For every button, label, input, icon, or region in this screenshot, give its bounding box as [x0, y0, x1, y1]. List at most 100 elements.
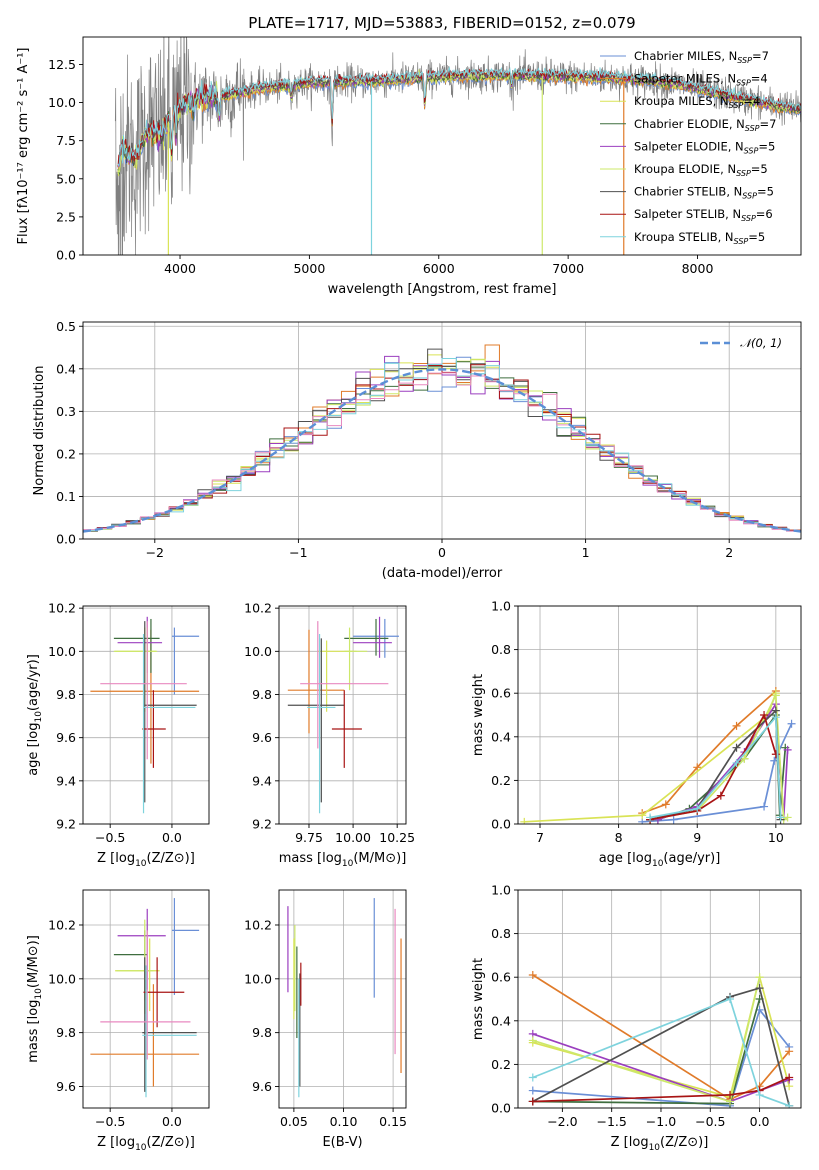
- y-axis-label: mass weight: [471, 674, 486, 756]
- y-tick-label: 0.8: [491, 642, 511, 657]
- mass-weight-marker: [785, 1073, 794, 1082]
- y-tick-label: 0.1: [56, 489, 76, 504]
- x-tick-label: −0.5: [95, 830, 125, 845]
- x-tick-label: 0.15: [379, 1114, 407, 1129]
- y-tick-label: 9.2: [252, 817, 272, 832]
- x-tick-label: −1.0: [646, 1114, 676, 1129]
- axes-frame: [278, 889, 407, 1109]
- spectrum-legend: Chabrier MILES, NSSP=7 Salpeter MILES, NS…: [600, 49, 776, 246]
- mass-weight-marker: [726, 995, 735, 1003]
- y-tick-label: 0.4: [56, 361, 76, 376]
- y-tick-label: 9.8: [56, 687, 76, 702]
- y-tick-label: 10.2: [244, 917, 272, 932]
- mass-weight-marker: [755, 984, 764, 993]
- mass-weight-marker: [528, 1036, 537, 1045]
- x-tick-label: 0.05: [280, 1114, 308, 1129]
- mass-weight-marker: [520, 817, 529, 824]
- legend-label: Salpeter ELODIE, NSSP=5: [634, 139, 775, 155]
- residuals-plot: [83, 344, 801, 533]
- x-axis-label: Z [log10(Z/Z⊙)]: [97, 851, 195, 869]
- mass-weight-marker: [760, 711, 769, 719]
- mass-weight-marker: [787, 719, 796, 728]
- x-axis-label: wavelength [Angstrom, rest frame]: [328, 282, 557, 297]
- mass-weight-line: [532, 1033, 790, 1103]
- mass-weight-marker: [528, 1073, 537, 1082]
- y-tick-label: 9.8: [56, 1025, 76, 1040]
- y-axis-label: Normed distribution: [32, 366, 47, 496]
- y-tick-label: 10.2: [48, 917, 76, 932]
- mass-weight-marker: [740, 754, 749, 763]
- y-tick-label: 0.2: [491, 1057, 511, 1072]
- y-tick-label: 9.4: [56, 773, 76, 788]
- mass-weight-marker: [726, 1090, 735, 1099]
- spectrum-plot: [114, 37, 801, 255]
- y-tick-label: 10.0: [48, 95, 76, 110]
- mass-weight-marker: [732, 758, 741, 767]
- legend-label: Kroupa ELODIE, NSSP=5: [634, 162, 768, 178]
- y-tick-label: 0.4: [491, 729, 511, 744]
- legend-label: Kroupa MILES, NSSP=4: [634, 94, 760, 110]
- y-tick-label: 9.6: [56, 1079, 76, 1094]
- y-tick-label: 0.0: [56, 248, 76, 263]
- mass_vs_ebv-axes: [279, 890, 406, 1108]
- legend-label: 𝒩(0, 1): [740, 336, 782, 350]
- x-tick-label: −0.5: [695, 1114, 725, 1129]
- residuals-frame: −2 −1 0 1 2 0.0 0.1 0.2 0.3 0.4 0.5 (data-model)/er…: [32, 319, 802, 581]
- x-axis-label: Z [log10(Z/Z⊙)]: [97, 1135, 195, 1153]
- y-axis-label: mass weight: [471, 958, 486, 1040]
- mass-weight-marker: [693, 804, 702, 813]
- mass-weight-marker: [693, 763, 702, 772]
- y-tick-label: 0.6: [491, 686, 511, 701]
- y-tick-label: 0.6: [491, 970, 511, 985]
- mass-weight-marker: [669, 815, 678, 824]
- y-tick-label: 0.2: [56, 446, 76, 461]
- mass-weight-marker: [785, 1047, 794, 1056]
- age_vs_mass-plot: [287, 616, 399, 814]
- y-tick-label: 10.0: [48, 644, 76, 659]
- y-axis-label: Flux [fλ10⁻¹⁷ erg cm⁻² s⁻¹ A⁻¹]: [16, 48, 31, 245]
- y-tick-label: 12.5: [48, 57, 76, 72]
- mass-weight-marker: [771, 691, 780, 700]
- x-tick-label: 1: [582, 545, 590, 560]
- x-axis-label: age [log10(age/yr)]: [599, 851, 721, 869]
- y-tick-label: 1.0: [491, 883, 511, 898]
- mass-weight-marker: [646, 813, 655, 822]
- x-tick-label: −2: [146, 545, 164, 560]
- y-tick-label: 9.2: [56, 817, 76, 832]
- x-tick-label: 0.0: [162, 830, 182, 845]
- y-tick-label: 0.8: [491, 926, 511, 941]
- legend-label: Chabrier ELODIE, NSSP=7: [634, 117, 776, 133]
- mass-weight-marker: [785, 1101, 794, 1108]
- mass_vs_ebv-frame: 0.05 0.10 0.15 9.6 9.8 10.0 10.2 E(B-V): [244, 889, 407, 1150]
- y-tick-label: 10.0: [244, 644, 272, 659]
- x-tick-label: −0.5: [95, 1114, 125, 1129]
- x-tick-label: 5000: [293, 261, 325, 276]
- y-tick-label: 1.0: [491, 599, 511, 614]
- y-tick-label: 0.0: [491, 1101, 511, 1116]
- y-tick-label: 10.0: [244, 971, 272, 986]
- x-tick-label: 7000: [552, 261, 584, 276]
- mass-weight-marker: [755, 973, 764, 982]
- age_vs_mass-frame: 9.75 10.00 10.25 9.2 9.4 9.6 9.8 10.0 10.2 mass […: [244, 601, 415, 869]
- age_vs_Z-frame: −0.5 0.0 9.2 9.4 9.6 9.8 10.0 10.2 Z [log10(Z/Z⊙…: [26, 601, 210, 869]
- y-tick-label: 10.2: [48, 601, 76, 616]
- mass-weight-line: [532, 1076, 790, 1103]
- model-spectrum: [117, 65, 801, 168]
- y-axis-label: mass [log10(M/M⊙)]: [26, 935, 44, 1063]
- mass-weight-marker: [732, 743, 741, 752]
- legend-label: Salpeter MILES, NSSP=4: [634, 72, 768, 88]
- legend-label: Chabrier STELIB, NSSP=5: [634, 185, 774, 201]
- x-tick-label: 9: [693, 830, 701, 845]
- x-axis-label: E(B-V): [322, 1135, 362, 1150]
- mass_weight_vs_age-frame: 7 8 9 10 0.0 0.2 0.4 0.6 0.8 1.0 age [log10(age/yr…: [471, 599, 802, 869]
- mass-weight-marker: [528, 1086, 537, 1095]
- y-tick-label: 0.3: [56, 404, 76, 419]
- mass_vs_Z-plot: [90, 898, 200, 1098]
- mass-weight-marker: [528, 971, 537, 980]
- mass-weight-marker: [528, 1097, 537, 1106]
- mass-weight-marker: [661, 800, 670, 809]
- x-tick-label: 8: [615, 830, 623, 845]
- axes-frame: [517, 605, 802, 825]
- mass-weight-line: [642, 723, 793, 823]
- mass-weight-marker: [716, 791, 725, 800]
